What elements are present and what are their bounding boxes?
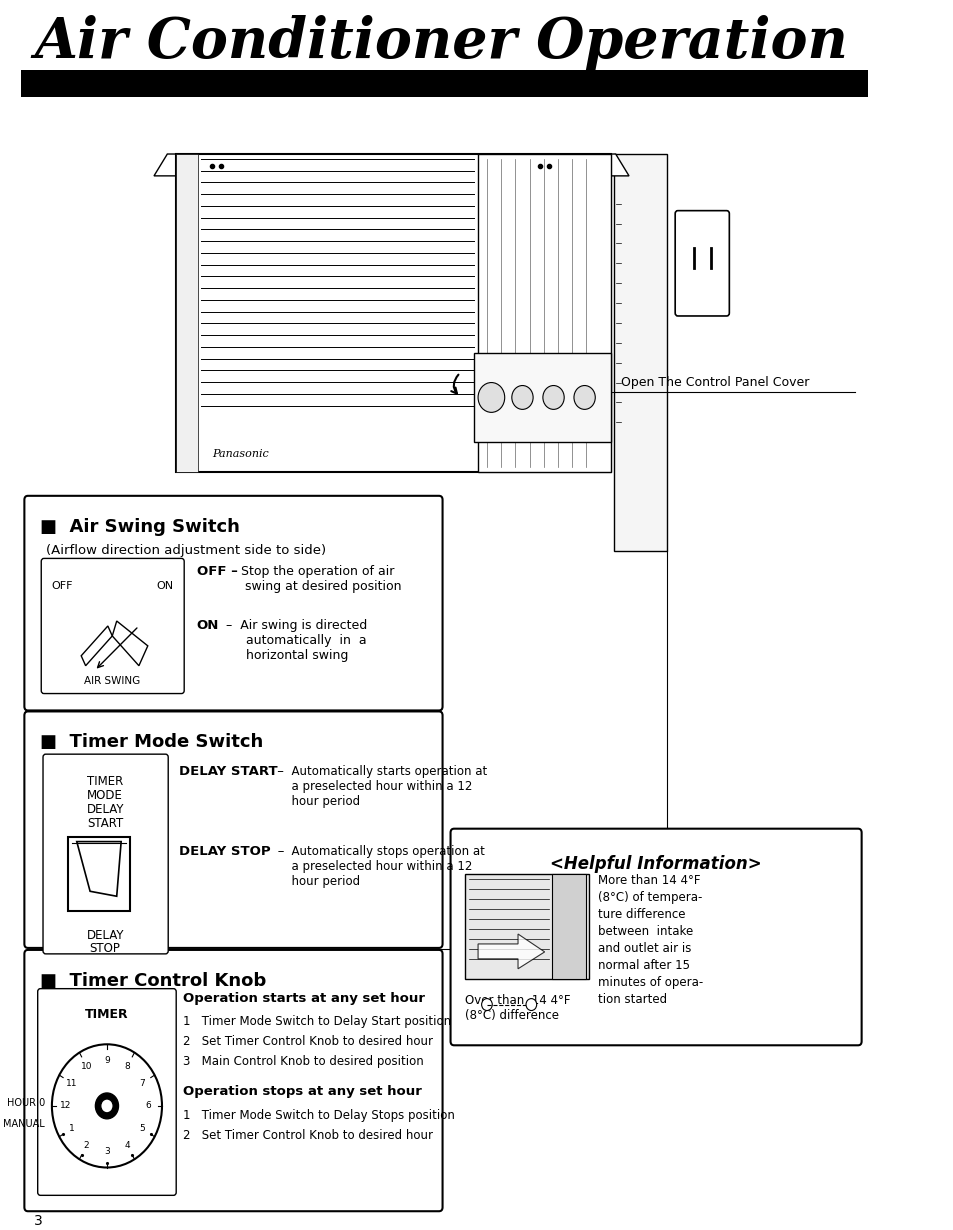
Text: ■  Air Swing Switch: ■ Air Swing Switch [40, 518, 240, 536]
FancyBboxPatch shape [176, 154, 611, 472]
Text: Open The Control Panel Cover: Open The Control Panel Cover [620, 375, 808, 389]
FancyBboxPatch shape [68, 836, 130, 911]
Text: 6: 6 [145, 1101, 151, 1111]
Text: <Helpful Information>: <Helpful Information> [549, 855, 760, 872]
Text: MANUAL: MANUAL [3, 1119, 45, 1129]
Polygon shape [81, 626, 112, 665]
Text: DELAY: DELAY [87, 803, 124, 815]
Text: Operation stops at any set hour: Operation stops at any set hour [183, 1085, 422, 1098]
Circle shape [574, 385, 595, 410]
Text: TIMER: TIMER [85, 1007, 129, 1021]
Text: –  Air swing is directed
       automatically  in  a
       horizontal swing: – Air swing is directed automatically in… [217, 619, 367, 662]
Text: ON: ON [156, 582, 173, 592]
Polygon shape [112, 621, 148, 665]
Text: Automatically starts operation at
  a preselected hour within a 12
  hour period: Automatically starts operation at a pres… [283, 765, 486, 808]
Text: Air Conditioner Operation: Air Conditioner Operation [34, 15, 847, 70]
Polygon shape [153, 154, 628, 176]
FancyBboxPatch shape [473, 353, 611, 442]
Text: 11: 11 [66, 1079, 77, 1087]
Text: 2   Set Timer Control Knob to desired hour: 2 Set Timer Control Knob to desired hour [183, 1129, 433, 1141]
Text: DELAY STOP: DELAY STOP [178, 845, 271, 857]
Circle shape [477, 383, 504, 412]
Polygon shape [477, 934, 544, 969]
Text: Stop the operation of air
  swing at desired position: Stop the operation of air swing at desir… [236, 566, 400, 593]
Text: STOP: STOP [90, 942, 120, 954]
Text: HOUR 0: HOUR 0 [7, 1098, 45, 1108]
Text: 12: 12 [60, 1101, 71, 1111]
Text: Automatically stops operation at
  a preselected hour within a 12
  hour period: Automatically stops operation at a prese… [283, 845, 484, 888]
Polygon shape [76, 841, 121, 897]
Circle shape [511, 385, 533, 410]
Text: 8: 8 [124, 1061, 131, 1071]
FancyBboxPatch shape [551, 875, 585, 979]
Text: 2   Set Timer Control Knob to desired hour: 2 Set Timer Control Knob to desired hour [183, 1036, 433, 1048]
Text: DELAY: DELAY [87, 929, 124, 942]
Text: More than 14 4°F
(8°C) of tempera-
ture difference
between  intake
and outlet ai: More than 14 4°F (8°C) of tempera- ture … [598, 875, 702, 1006]
Circle shape [481, 999, 492, 1011]
Text: 9: 9 [104, 1055, 110, 1065]
Circle shape [51, 1044, 162, 1167]
Text: TIMER: TIMER [87, 775, 123, 788]
Text: MODE: MODE [87, 788, 123, 802]
Text: OFF: OFF [51, 582, 72, 592]
FancyBboxPatch shape [25, 711, 442, 948]
Text: OFF –: OFF – [196, 566, 237, 578]
Text: Operation starts at any set hour: Operation starts at any set hour [183, 991, 425, 1005]
Text: 4: 4 [125, 1141, 130, 1150]
Text: 7: 7 [139, 1079, 145, 1087]
Circle shape [525, 999, 537, 1011]
Text: 3   Main Control Knob to desired position: 3 Main Control Knob to desired position [183, 1055, 424, 1068]
Text: AIR SWING: AIR SWING [84, 675, 140, 685]
FancyBboxPatch shape [25, 496, 442, 711]
FancyBboxPatch shape [464, 875, 588, 979]
Text: Panasonic: Panasonic [212, 449, 268, 459]
FancyBboxPatch shape [176, 154, 198, 472]
FancyBboxPatch shape [675, 210, 729, 316]
Circle shape [101, 1098, 113, 1113]
Text: 2: 2 [84, 1141, 90, 1150]
Text: ■  Timer Control Knob: ■ Timer Control Knob [40, 972, 266, 990]
FancyBboxPatch shape [25, 950, 442, 1212]
Text: (Airflow direction adjustment side to side): (Airflow direction adjustment side to si… [46, 544, 326, 556]
Text: DELAY START: DELAY START [178, 765, 277, 779]
Text: 10: 10 [81, 1061, 92, 1071]
FancyBboxPatch shape [450, 829, 861, 1046]
Circle shape [542, 385, 563, 410]
Text: 1   Timer Mode Switch to Delay Stops position: 1 Timer Mode Switch to Delay Stops posit… [183, 1109, 455, 1122]
Text: 3: 3 [104, 1148, 110, 1156]
Text: START: START [87, 817, 123, 830]
Text: ON: ON [196, 619, 219, 632]
FancyBboxPatch shape [38, 989, 176, 1196]
FancyBboxPatch shape [43, 754, 168, 954]
Circle shape [95, 1093, 118, 1119]
Text: 5: 5 [139, 1124, 145, 1133]
Text: 1: 1 [69, 1124, 74, 1133]
FancyBboxPatch shape [41, 558, 184, 694]
Text: Over than  14 4°F
(8°C) difference: Over than 14 4°F (8°C) difference [464, 994, 570, 1022]
FancyBboxPatch shape [21, 70, 867, 97]
Text: –: – [273, 765, 284, 779]
Text: ■  Timer Mode Switch: ■ Timer Mode Switch [40, 733, 263, 752]
Text: 1   Timer Mode Switch to Delay Start position: 1 Timer Mode Switch to Delay Start posit… [183, 1016, 451, 1028]
FancyBboxPatch shape [477, 154, 611, 472]
FancyBboxPatch shape [614, 154, 666, 551]
Text: 3: 3 [34, 1214, 43, 1229]
Text: –: – [265, 845, 284, 857]
